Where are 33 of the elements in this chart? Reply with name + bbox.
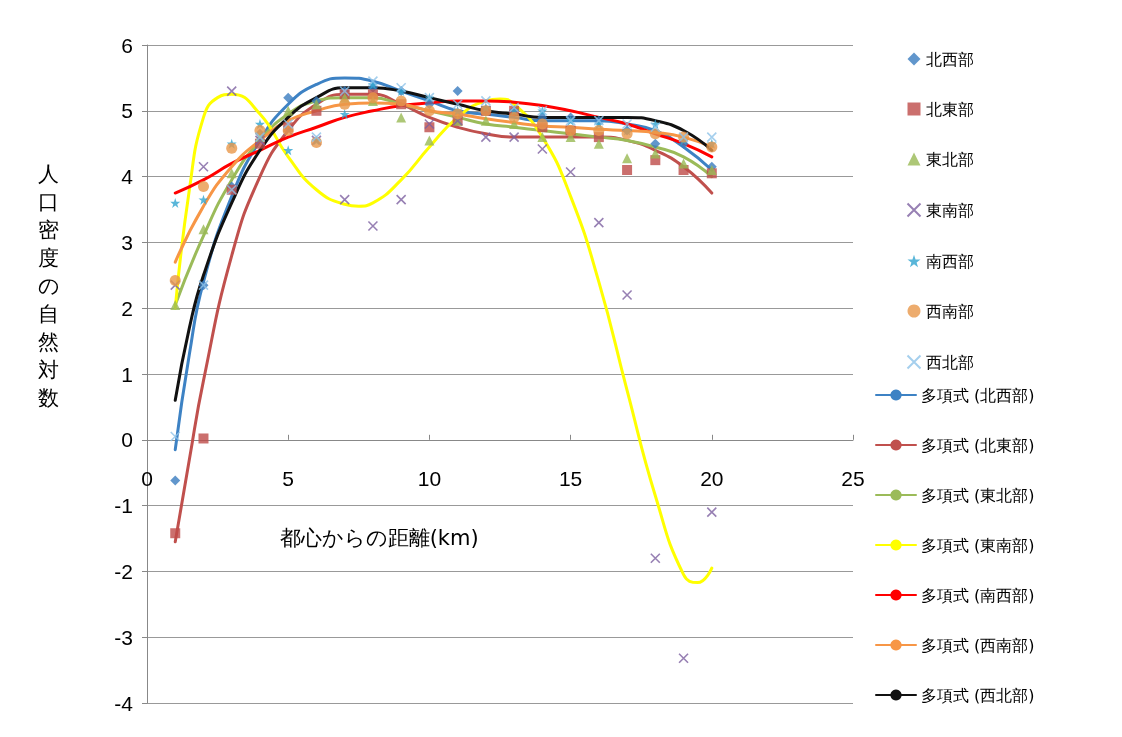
x-tick-label: 0 [141, 466, 153, 490]
x-tick-label: 15 [558, 466, 583, 490]
y-tick-label: -3 [114, 625, 133, 649]
y-tick-label: 2 [121, 296, 133, 320]
y-tick-label: -4 [114, 691, 134, 715]
legend-label: 多項式 (西北部) [921, 685, 1035, 705]
y-tick-label: 6 [121, 33, 133, 57]
legend-label: 北西部 [925, 49, 974, 69]
y-tick-label: 1 [121, 362, 133, 386]
legend-label: 多項式 (東南部) [921, 535, 1035, 555]
x-tick-label: 25 [841, 466, 865, 490]
legend-label: 多項式 (南西部) [921, 585, 1035, 605]
legend-label: 西北部 [925, 352, 974, 372]
legend-label: 多項式 (北東部) [921, 435, 1035, 455]
legend-label: 東北部 [925, 149, 974, 169]
text: 人口密度の自然対数 [38, 162, 60, 410]
legend-label: 西南部 [925, 301, 974, 321]
legend-label: 多項式 (北西部) [921, 385, 1035, 405]
legend-label: 南西部 [925, 251, 974, 271]
x-tick-label: 20 [700, 466, 724, 490]
legend-label: 東南部 [925, 200, 974, 220]
y-tick-label: 5 [121, 99, 133, 123]
x-tick-label: 10 [417, 466, 442, 490]
y-tick-label: -1 [114, 494, 133, 518]
y-tick-label: 3 [121, 230, 133, 254]
y-tick-label: 4 [121, 165, 134, 189]
legend-label: 北東部 [925, 99, 974, 119]
x-tick-label: 5 [282, 466, 295, 490]
y-tick-label: 0 [121, 428, 133, 452]
x-axis-title: 都心からの距離(km) [279, 526, 479, 551]
legend-label: 多項式 (西南部) [921, 635, 1035, 655]
y-tick-label: -2 [114, 559, 133, 583]
legend-label: 多項式 (東北部) [921, 485, 1035, 505]
